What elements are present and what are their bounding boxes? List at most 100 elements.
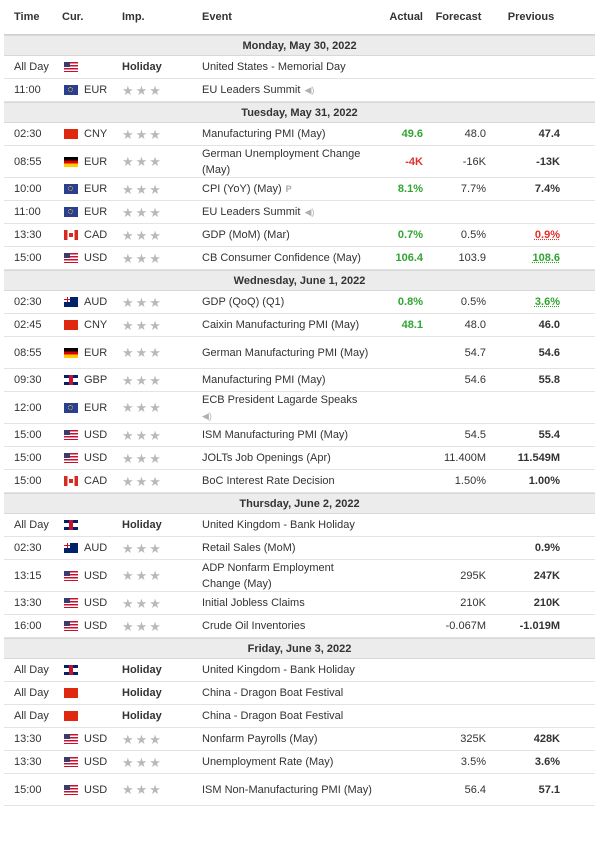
event-row[interactable]: All Day Holiday United States - Memorial D… <box>4 56 595 79</box>
event-name[interactable]: BoC Interest Rate Decision <box>202 473 372 489</box>
event-title[interactable]: EU Leaders Summit <box>202 206 301 218</box>
us-flag-icon <box>64 62 78 72</box>
event-name[interactable]: CPI (YoY) (May) P <box>202 181 372 197</box>
speaker-icon[interactable]: ◀) <box>304 85 315 95</box>
event-name[interactable]: Initial Jobless Claims <box>202 595 372 611</box>
event-name[interactable]: JOLTs Job Openings (Apr) <box>202 450 372 466</box>
event-title[interactable]: China - Dragon Boat Festival <box>202 687 344 699</box>
event-name[interactable]: Crude Oil Inventories <box>202 618 372 634</box>
event-title[interactable]: Caixin Manufacturing PMI (May) <box>202 319 360 331</box>
event-title[interactable]: CB Consumer Confidence (May) <box>202 252 361 264</box>
event-name[interactable]: GDP (MoM) (Mar) <box>202 227 372 243</box>
event-title[interactable]: United States - Memorial Day <box>202 61 346 73</box>
event-row[interactable]: 11:00 EUR ★★★ EU Leaders Summit ◀) <box>4 79 595 102</box>
event-title[interactable]: GDP (QoQ) (Q1) <box>202 296 285 308</box>
event-row[interactable]: 15:00 USD ★★★ JOLTs Job Openings (Apr) 11.40… <box>4 447 595 470</box>
event-row[interactable]: 02:30 CNY ★★★ Manufacturing PMI (May) 49.6 48… <box>4 123 595 146</box>
event-row[interactable]: 12:00 EUR ★★★ ECB President Lagarde Speaks ◀… <box>4 392 595 424</box>
event-name[interactable]: EU Leaders Summit ◀) <box>202 204 372 220</box>
event-name[interactable]: EU Leaders Summit ◀) <box>202 82 372 98</box>
event-name[interactable]: United Kingdom - Bank Holiday <box>202 517 372 533</box>
header-event[interactable]: Event <box>202 11 232 23</box>
event-name[interactable]: German Manufacturing PMI (May) <box>202 345 372 361</box>
speaker-icon[interactable]: ◀) <box>304 207 315 217</box>
event-row[interactable]: 15:00 CAD ★★★ BoC Interest Rate Decision 1.5… <box>4 470 595 493</box>
event-title[interactable]: Crude Oil Inventories <box>202 620 306 632</box>
importance-stars-icon: ★★★ <box>122 250 163 266</box>
event-title[interactable]: Initial Jobless Claims <box>202 597 305 609</box>
event-name[interactable]: GDP (QoQ) (Q1) <box>202 294 372 310</box>
event-title[interactable]: JOLTs Job Openings (Apr) <box>202 452 331 464</box>
header-currency[interactable]: Cur. <box>62 11 84 23</box>
event-title[interactable]: United Kingdom - Bank Holiday <box>202 519 355 531</box>
event-row[interactable]: 08:55 EUR ★★★ German Unemployment Change (M… <box>4 146 595 178</box>
event-title[interactable]: ADP Nonfarm Employment Change (May) <box>202 561 334 590</box>
event-name[interactable]: Manufacturing PMI (May) <box>202 126 372 142</box>
event-row[interactable]: 16:00 USD ★★★ Crude Oil Inventories -0.067M -… <box>4 615 595 638</box>
event-row[interactable]: 02:30 AUD ★★★ Retail Sales (MoM) 0.9% <box>4 537 595 560</box>
event-name[interactable]: Manufacturing PMI (May) <box>202 372 372 388</box>
currency-code: CAD <box>84 475 108 487</box>
event-row[interactable]: 08:55 EUR ★★★ German Manufacturing PMI (May… <box>4 337 595 369</box>
event-row[interactable]: 13:15 USD ★★★ ADP Nonfarm Employment Change… <box>4 560 595 592</box>
event-row[interactable]: 09:30 GBP ★★★ Manufacturing PMI (May) 54.6 55… <box>4 369 595 392</box>
event-row[interactable]: All Day Holiday China - Dragon Boat Festiv… <box>4 682 595 705</box>
event-row[interactable]: 15:00 USD ★★★ ISM Manufacturing PMI (May) 54… <box>4 424 595 447</box>
event-name[interactable]: China - Dragon Boat Festival <box>202 708 372 724</box>
header-previous[interactable]: Previous <box>507 11 555 23</box>
event-name[interactable]: CB Consumer Confidence (May) <box>202 250 372 266</box>
event-name[interactable]: ADP Nonfarm Employment Change (May) <box>202 560 372 592</box>
event-title[interactable]: Nonfarm Payrolls (May) <box>202 733 318 745</box>
event-name[interactable]: United States - Memorial Day <box>202 59 372 75</box>
event-title[interactable]: CPI (YoY) (May) <box>202 183 282 195</box>
event-name[interactable]: German Unemployment Change (May) <box>202 146 372 178</box>
event-title[interactable]: Retail Sales (MoM) <box>202 542 296 554</box>
event-title[interactable]: United Kingdom - Bank Holiday <box>202 664 355 676</box>
event-name[interactable]: ECB President Lagarde Speaks ◀) <box>202 392 372 424</box>
event-title[interactable]: ECB President Lagarde Speaks <box>202 393 358 406</box>
event-row[interactable]: 13:30 CAD ★★★ GDP (MoM) (Mar) 0.7% 0.5% 0.9% <box>4 224 595 247</box>
event-title[interactable]: BoC Interest Rate Decision <box>202 475 335 487</box>
event-title[interactable]: ISM Manufacturing PMI (May) <box>202 429 349 441</box>
event-time: 15:00 <box>14 429 42 441</box>
event-title[interactable]: Manufacturing PMI (May) <box>202 128 326 140</box>
header-actual[interactable]: Actual <box>389 11 423 23</box>
event-title[interactable]: GDP (MoM) (Mar) <box>202 229 290 241</box>
event-title[interactable]: China - Dragon Boat Festival <box>202 710 344 722</box>
event-row[interactable]: 10:00 EUR ★★★ CPI (YoY) (May) P 8.1% 7.7% 7.4% <box>4 178 595 201</box>
event-row[interactable]: All Day Holiday China - Dragon Boat Festiv… <box>4 705 595 728</box>
event-row[interactable]: All Day Holiday United Kingdom - Bank Holi… <box>4 659 595 682</box>
event-name[interactable]: ISM Non-Manufacturing PMI (May) <box>202 782 372 798</box>
header-time[interactable]: Time <box>14 11 40 23</box>
event-name[interactable]: Unemployment Rate (May) <box>202 754 372 770</box>
header-forecast[interactable]: Forecast <box>435 11 482 23</box>
event-currency: USD <box>62 733 122 745</box>
event-name[interactable]: United Kingdom - Bank Holiday <box>202 662 372 678</box>
speaker-icon[interactable]: ◀) <box>202 410 212 421</box>
event-title[interactable]: Unemployment Rate (May) <box>202 756 334 768</box>
event-title[interactable]: EU Leaders Summit <box>202 84 301 96</box>
event-name[interactable]: China - Dragon Boat Festival <box>202 685 372 701</box>
header-importance[interactable]: Imp. <box>122 11 145 23</box>
event-title[interactable]: German Manufacturing PMI (May) <box>202 346 369 359</box>
event-name[interactable]: ISM Manufacturing PMI (May) <box>202 427 372 443</box>
event-importance: ★★★ <box>122 128 202 141</box>
event-currency: CNY <box>62 319 122 331</box>
previous-value: 428K <box>533 733 560 745</box>
event-row[interactable]: 15:00 USD ★★★ ISM Non-Manufacturing PMI (Ma… <box>4 774 595 806</box>
event-row[interactable]: 02:45 CNY ★★★ Caixin Manufacturing PMI (May… <box>4 314 595 337</box>
event-row[interactable]: 02:30 AUD ★★★ GDP (QoQ) (Q1) 0.8% 0.5% 3.6% <box>4 291 595 314</box>
event-time: 10:00 <box>14 183 42 195</box>
event-name[interactable]: Nonfarm Payrolls (May) <box>202 731 372 747</box>
event-row[interactable]: 11:00 EUR ★★★ EU Leaders Summit ◀) <box>4 201 595 224</box>
event-title[interactable]: German Unemployment Change (May) <box>202 147 361 176</box>
event-row[interactable]: 15:00 USD ★★★ CB Consumer Confidence (May) 1… <box>4 247 595 270</box>
event-row[interactable]: 13:30 USD ★★★ Unemployment Rate (May) 3.5% 3.… <box>4 751 595 774</box>
event-title[interactable]: Manufacturing PMI (May) <box>202 374 326 386</box>
event-name[interactable]: Retail Sales (MoM) <box>202 540 372 556</box>
event-row[interactable]: 13:30 USD ★★★ Initial Jobless Claims 210K 210… <box>4 592 595 615</box>
event-row[interactable]: 13:30 USD ★★★ Nonfarm Payrolls (May) 325K 428… <box>4 728 595 751</box>
event-name[interactable]: Caixin Manufacturing PMI (May) <box>202 317 372 333</box>
event-row[interactable]: All Day Holiday United Kingdom - Bank Holi… <box>4 514 595 537</box>
event-title[interactable]: ISM Non-Manufacturing PMI (May) <box>202 783 372 796</box>
